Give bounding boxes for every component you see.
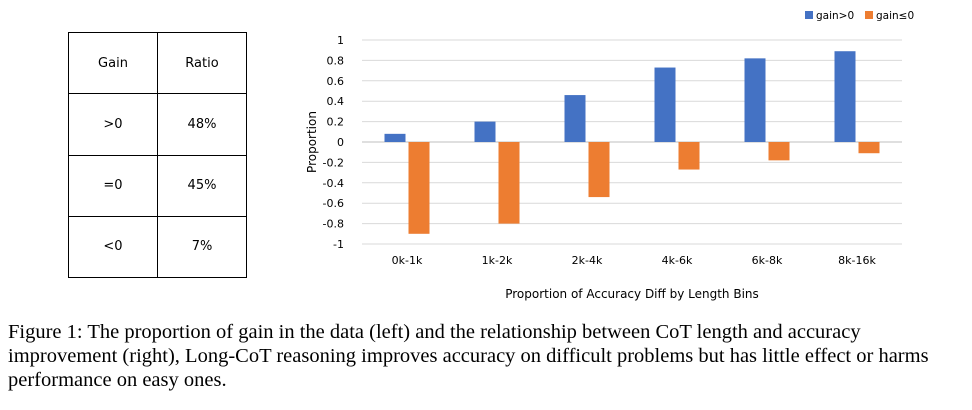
gain-cell: <0 xyxy=(68,215,158,279)
header-gain: Gain xyxy=(68,31,158,95)
bar-gain-positive xyxy=(654,67,676,142)
ratio-cell: 48% xyxy=(157,93,247,156)
y-tick-label: -0.4 xyxy=(323,177,344,190)
bar-gain-positive xyxy=(834,51,856,142)
proportion-bar-chart: 1 0.8 0.6 0.4 0.2 0 -0.2 -0.4 -0.6 -0.8 -1 0k-1k 1k-… xyxy=(305,10,914,301)
gain-cell: >0 xyxy=(68,93,158,156)
legend-label: gain>0 xyxy=(816,10,854,22)
y-tick-label: 0.2 xyxy=(327,116,345,129)
table-row: =0 45% xyxy=(68,154,247,217)
x-tick-label: 1k-2k xyxy=(482,254,513,267)
x-tick-label: 8k-16k xyxy=(838,254,876,267)
bar-gain-nonpositive xyxy=(858,142,880,154)
x-tick-label: 0k-1k xyxy=(392,254,423,267)
bar-gain-nonpositive xyxy=(408,142,430,234)
x-tick-label: 4k-6k xyxy=(662,254,693,267)
y-tick-label: 0 xyxy=(337,136,344,149)
y-axis-label: Proportion xyxy=(305,111,319,173)
bar-gain-positive xyxy=(474,121,496,142)
y-tick-label: 0.6 xyxy=(327,75,345,88)
bar-gain-nonpositive xyxy=(768,142,790,161)
gain-ratio-table: Gain Ratio >0 48% =0 45% <0 7% xyxy=(68,31,247,279)
y-tick-label: 0.8 xyxy=(327,54,345,67)
ratio-cell: 45% xyxy=(157,154,247,217)
y-tick-label: -0.2 xyxy=(323,156,344,169)
x-tick-label: 6k-8k xyxy=(752,254,783,267)
legend-label: gain≤0 xyxy=(876,10,914,22)
x-tick-label: 2k-4k xyxy=(572,254,603,267)
bar-gain-positive xyxy=(744,58,766,142)
table-row: <0 7% xyxy=(68,215,247,279)
y-tick-label: -1 xyxy=(333,238,344,251)
legend-swatch xyxy=(865,11,873,19)
bar-gain-positive xyxy=(564,95,586,142)
header-ratio: Ratio xyxy=(157,31,247,95)
bar-gain-nonpositive xyxy=(588,142,610,198)
y-tick-label: 0.4 xyxy=(327,95,345,108)
gain-cell: =0 xyxy=(68,154,158,217)
table-header-row: Gain Ratio xyxy=(68,31,247,95)
legend-swatch xyxy=(805,11,813,19)
y-tick-label: -0.8 xyxy=(323,218,344,231)
ratio-cell: 7% xyxy=(157,215,247,279)
x-axis-label: Proportion of Accuracy Diff by Length Bi… xyxy=(505,287,759,301)
bar-gain-positive xyxy=(384,133,406,142)
bar-gain-nonpositive xyxy=(678,142,700,170)
bar-gain-nonpositive xyxy=(498,142,520,224)
y-tick-label: 1 xyxy=(337,34,344,47)
y-tick-label: -0.6 xyxy=(323,197,344,210)
figure-caption: Figure 1: The proportion of gain in the … xyxy=(8,321,929,391)
table-row: >0 48% xyxy=(68,93,247,156)
